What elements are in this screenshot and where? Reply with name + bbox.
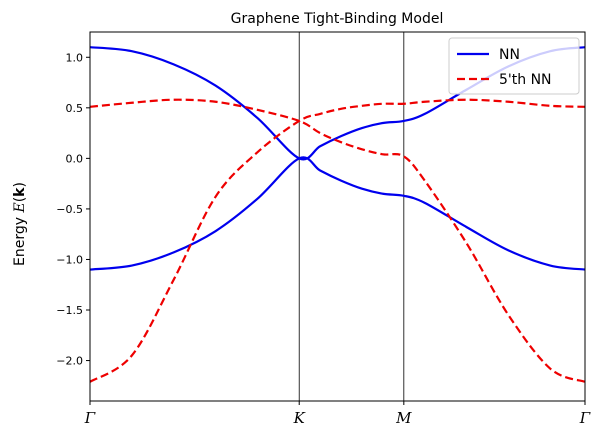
- series-5th-nn-band-2: [90, 98, 585, 383]
- chart-title: Graphene Tight-Binding Model: [231, 11, 444, 27]
- series-5th-nn-band-1: [90, 98, 585, 383]
- y-tick-label: 1.0: [66, 51, 84, 64]
- axes-frame: [89, 31, 586, 402]
- y-axis-label-var: E: [12, 202, 28, 213]
- legend: NN 5'th NN: [448, 37, 580, 95]
- series-nn-band-2: [90, 156, 585, 271]
- x-tick-label: M: [395, 409, 412, 427]
- x-tick-label: K: [293, 409, 306, 427]
- y-axis-label-k: k: [12, 187, 28, 197]
- y-tick-label: −1.0: [56, 253, 83, 266]
- y-tick-label: −0.5: [56, 203, 83, 216]
- y-tick-label: −1.5: [56, 304, 83, 317]
- x-tick-label: Γ: [84, 409, 96, 427]
- x-tick-label: Γ: [579, 409, 591, 427]
- y-tick-label: 0.5: [66, 102, 84, 115]
- legend-label: 5'th NN: [499, 72, 552, 88]
- y-tick-label: −2.0: [56, 355, 83, 368]
- y-axis-label: Energy E(k): [12, 182, 28, 266]
- plot-area: −2.0 −1.5 −1.0 −0.5 0.0 0.5 1.0 Γ K M Γ: [56, 31, 591, 427]
- y-tick-label: 0.0: [66, 152, 84, 165]
- legend-label: NN: [499, 47, 520, 63]
- y-axis-label-text: Energy: [12, 213, 28, 266]
